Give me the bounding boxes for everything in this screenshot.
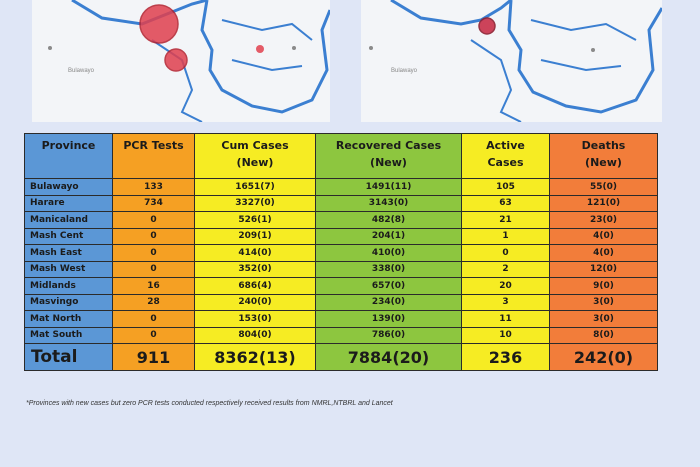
cell-recovered: 139(0) [315, 310, 462, 328]
table-header-row: Province PCR Tests Cum Cases (New) Recove… [24, 133, 658, 179]
cell-province: Harare [24, 194, 113, 212]
cell-cum: 1651(7) [194, 178, 316, 196]
header-pcr-tests: PCR Tests [112, 133, 195, 179]
table-row: Mash East 0 414(0) 410(0) 0 4(0) [24, 244, 658, 262]
covid-province-table: Province PCR Tests Cum Cases (New) Recove… [24, 133, 658, 371]
marker-2 [164, 48, 188, 72]
cell-recovered: 657(0) [315, 277, 462, 295]
cell-active: 11 [461, 310, 550, 328]
table-row: Mash Cent 0 209(1) 204(1) 1 4(0) [24, 227, 658, 245]
cell-cum: 414(0) [194, 244, 316, 262]
cell-recovered: 786(0) [315, 326, 462, 344]
cell-active: 20 [461, 277, 550, 295]
total-active: 236 [461, 343, 550, 371]
header-province: Province [24, 133, 113, 179]
cell-cum: 352(0) [194, 260, 316, 278]
cell-deaths: 23(0) [549, 211, 658, 229]
cell-province: Midlands [24, 277, 113, 295]
cell-province: Mash East [24, 244, 113, 262]
cell-province: Manicaland [24, 211, 113, 229]
cell-active: 1 [461, 227, 550, 245]
table-row: Harare 734 3327(0) 3143(0) 63 121(0) [24, 194, 658, 212]
cell-deaths: 3(0) [549, 293, 658, 311]
cell-province: Mash West [24, 260, 113, 278]
cell-cum: 804(0) [194, 326, 316, 344]
cell-deaths: 8(0) [549, 326, 658, 344]
cell-pcr: 0 [112, 326, 195, 344]
cell-deaths: 4(0) [549, 244, 658, 262]
zimbabwe-map-left: Bulawayo [48, 0, 330, 122]
cell-cum: 3327(0) [194, 194, 316, 212]
cell-recovered: 204(1) [315, 227, 462, 245]
total-recovered: 7884(20) [315, 343, 462, 371]
total-deaths: 242(0) [549, 343, 658, 371]
cell-active: 63 [461, 194, 550, 212]
cell-pcr: 0 [112, 211, 195, 229]
header-recovered-cases: Recovered Cases (New) [315, 133, 462, 179]
cell-pcr: 28 [112, 293, 195, 311]
cell-cum: 209(1) [194, 227, 316, 245]
cell-province: Mash Cent [24, 227, 113, 245]
cell-recovered: 3143(0) [315, 194, 462, 212]
cell-deaths: 12(0) [549, 260, 658, 278]
cell-pcr: 0 [112, 227, 195, 245]
map-place-label-left: Bulawayo [68, 68, 95, 74]
cell-pcr: 0 [112, 244, 195, 262]
cell-active: 105 [461, 178, 550, 196]
cell-pcr: 16 [112, 277, 195, 295]
cell-active: 2 [461, 260, 550, 278]
total-cum: 8362(13) [194, 343, 316, 371]
map-place-label-right: Bulawayo [391, 68, 418, 74]
cell-deaths: 9(0) [549, 277, 658, 295]
zimbabwe-map-right: Bulawayo [369, 0, 662, 122]
table-total-row: Total 911 8362(13) 7884(20) 236 242(0) [24, 343, 658, 371]
table-row: Mat South 0 804(0) 786(0) 10 8(0) [24, 326, 658, 344]
table-row: Mash West 0 352(0) 338(0) 2 12(0) [24, 260, 658, 278]
header-active-cases: Active Cases [461, 133, 550, 179]
cell-cum: 526(1) [194, 211, 316, 229]
harare-marker [139, 4, 179, 44]
cell-recovered: 482(8) [315, 211, 462, 229]
cell-recovered: 234(0) [315, 293, 462, 311]
table-row: Bulawayo 133 1651(7) 1491(11) 105 55(0) [24, 178, 658, 196]
header-deaths: Deaths (New) [549, 133, 658, 179]
map-thumbnail-left: Bulawayo [32, 0, 330, 122]
map-thumbnail-right: Bulawayo [361, 0, 662, 122]
cell-recovered: 1491(11) [315, 178, 462, 196]
cell-active: 10 [461, 326, 550, 344]
cell-pcr: 0 [112, 260, 195, 278]
cell-cum: 240(0) [194, 293, 316, 311]
harare-marker-right [478, 17, 496, 35]
cell-pcr: 0 [112, 310, 195, 328]
cell-cum: 153(0) [194, 310, 316, 328]
cell-province: Mat South [24, 326, 113, 344]
cell-province: Masvingo [24, 293, 113, 311]
cell-province: Bulawayo [24, 178, 113, 196]
total-pcr: 911 [112, 343, 195, 371]
cell-recovered: 338(0) [315, 260, 462, 278]
marker-3 [256, 45, 264, 53]
table-row: Mat North 0 153(0) 139(0) 11 3(0) [24, 310, 658, 328]
cell-cum: 686(4) [194, 277, 316, 295]
cell-active: 3 [461, 293, 550, 311]
cell-province: Mat North [24, 310, 113, 328]
cell-deaths: 121(0) [549, 194, 658, 212]
cell-deaths: 3(0) [549, 310, 658, 328]
cell-recovered: 410(0) [315, 244, 462, 262]
cell-pcr: 734 [112, 194, 195, 212]
table-row: Midlands 16 686(4) 657(0) 20 9(0) [24, 277, 658, 295]
table-row: Manicaland 0 526(1) 482(8) 21 23(0) [24, 211, 658, 229]
total-label: Total [24, 343, 113, 371]
cell-active: 0 [461, 244, 550, 262]
cell-pcr: 133 [112, 178, 195, 196]
table-row: Masvingo 28 240(0) 234(0) 3 3(0) [24, 293, 658, 311]
cell-active: 21 [461, 211, 550, 229]
table-footnote: *Provinces with new cases but zero PCR t… [26, 400, 393, 407]
cell-deaths: 4(0) [549, 227, 658, 245]
header-cum-cases: Cum Cases (New) [194, 133, 316, 179]
cell-deaths: 55(0) [549, 178, 658, 196]
